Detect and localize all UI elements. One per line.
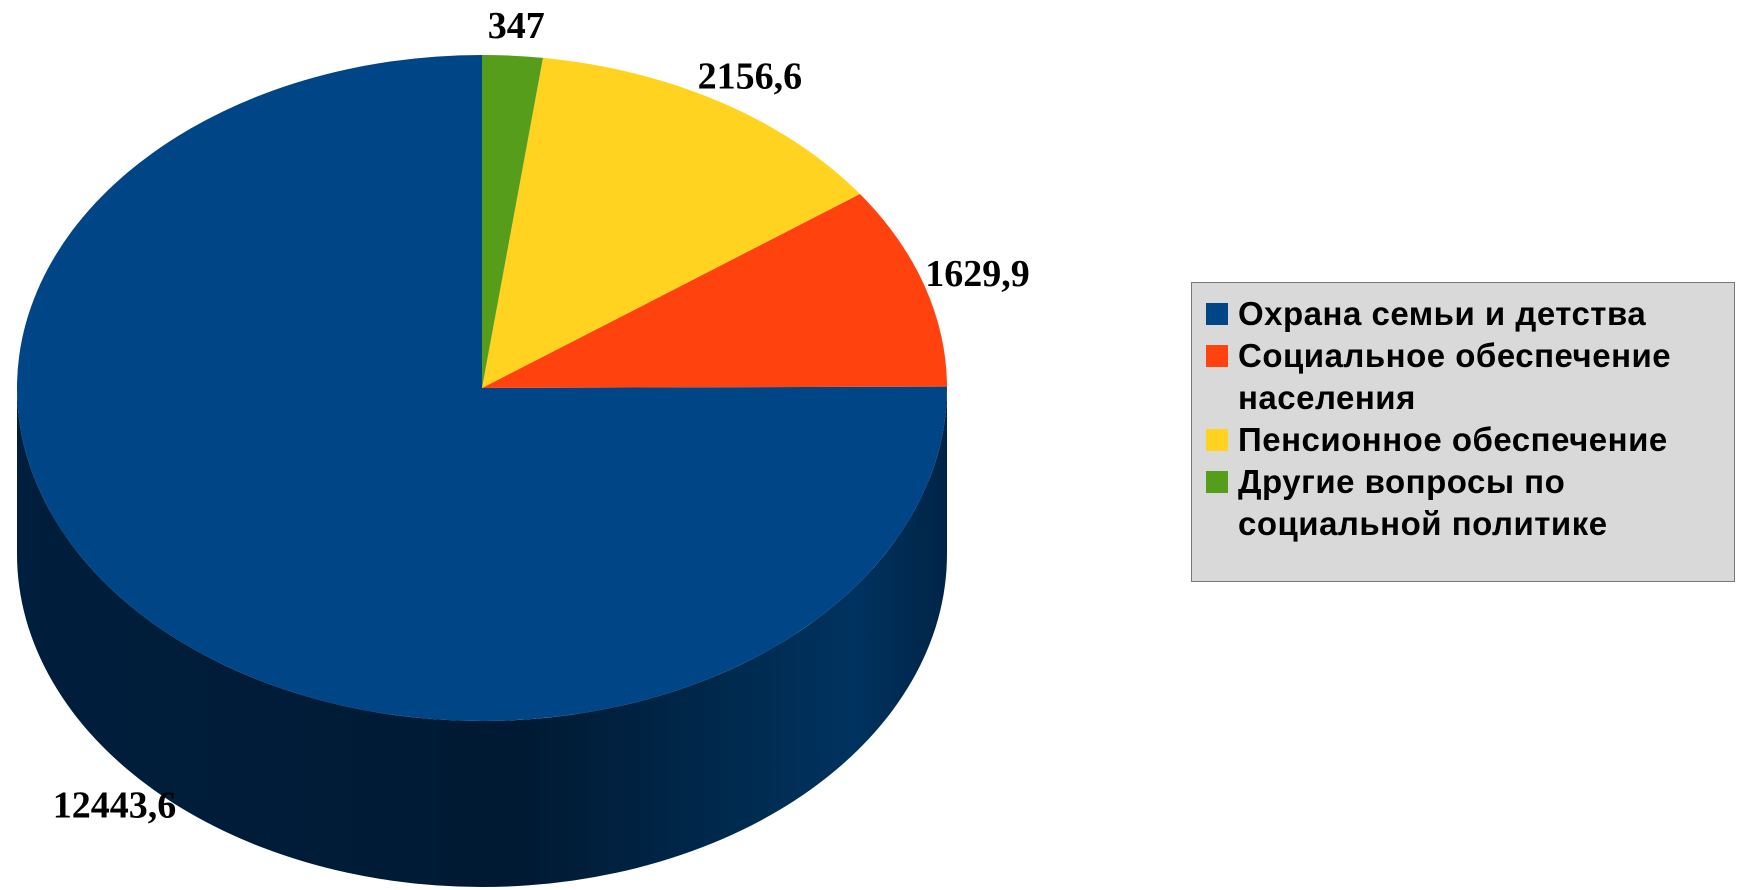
legend-item: Пенсионное обеспечение xyxy=(1206,419,1734,461)
legend-label: Пенсионное обеспечение xyxy=(1238,421,1668,458)
slice-side xyxy=(17,388,947,887)
legend-label: Социальное обеспечение населения xyxy=(1238,337,1672,416)
value-label: 12443,6 xyxy=(53,785,177,827)
value-label: 347 xyxy=(488,5,545,47)
legend-swatch xyxy=(1206,429,1228,451)
legend-item: Социальное обеспечение населения xyxy=(1206,335,1734,419)
legend-label: Другие вопросы по социальной политике xyxy=(1238,463,1608,542)
legend-item: Другие вопросы по социальной политике xyxy=(1206,461,1734,545)
value-label: 2156,6 xyxy=(698,55,803,97)
slice xyxy=(482,55,543,388)
legend: Охрана семьи и детства Социальное обеспеч… xyxy=(1191,282,1735,582)
legend-item: Охрана семьи и детства xyxy=(1206,293,1734,335)
legend-swatch xyxy=(1206,471,1228,493)
slice xyxy=(17,55,947,722)
slice xyxy=(482,194,947,388)
legend-swatch xyxy=(1206,345,1228,367)
value-label: 1629,9 xyxy=(925,253,1030,295)
slice xyxy=(482,57,860,388)
legend-label: Охрана семьи и детства xyxy=(1238,295,1647,332)
legend-swatch xyxy=(1206,303,1228,325)
